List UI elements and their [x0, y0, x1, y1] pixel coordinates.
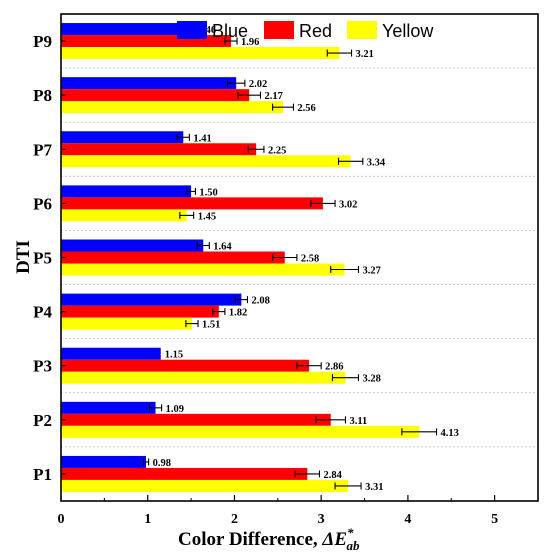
data-label: 2.08	[251, 296, 269, 307]
bar	[61, 455, 146, 468]
y-tick-label: P3	[33, 357, 52, 376]
data-label: 1.45	[198, 211, 216, 222]
x-axis-title-sub: ab	[347, 538, 361, 553]
x-axis-title: Color Difference, ΔE* ab	[178, 525, 360, 553]
bar	[61, 209, 187, 222]
bar	[61, 467, 308, 480]
data-label: 2.56	[297, 103, 315, 114]
data-label: 1.41	[193, 133, 211, 144]
bar	[61, 305, 219, 318]
data-label: 1.50	[199, 187, 217, 198]
x-axis-title-main: Color Difference,	[178, 529, 322, 550]
x-axis-title-e: E	[333, 529, 347, 550]
legend-swatch-blue	[177, 21, 207, 39]
bar	[61, 371, 346, 384]
x-tick-label: 1	[144, 512, 151, 527]
bar	[61, 359, 310, 372]
bar	[61, 413, 331, 426]
bar	[61, 425, 420, 438]
x-tick-label: 2	[231, 512, 238, 527]
data-labels: 0.98 2.84 3.31 1.09 3.11 4.13 1.15 2.86 3.28 2.08…	[153, 25, 459, 493]
x-tick-label: 3	[318, 512, 325, 527]
data-label: 3.02	[339, 199, 357, 210]
data-label: 2.86	[325, 362, 343, 373]
bar	[61, 347, 161, 360]
x-tick-label: 5	[491, 512, 498, 527]
bar	[61, 185, 192, 198]
data-label: 3.27	[362, 266, 380, 277]
data-label: 3.31	[365, 482, 383, 493]
bar	[61, 251, 285, 264]
error-bars	[142, 25, 438, 490]
legend-swatch-red	[264, 21, 294, 39]
x-axis-title-delta: Δ	[321, 529, 334, 550]
bar	[61, 77, 237, 90]
data-label: 1.09	[166, 404, 184, 415]
x-tick-label: 0	[58, 512, 65, 527]
x-axis-title-sup: *	[347, 525, 354, 540]
data-label: 2.25	[268, 145, 286, 156]
data-label: 4.13	[441, 428, 459, 439]
y-tick-label: P1	[33, 465, 52, 484]
legend-label-yellow: Yellow	[382, 21, 434, 41]
data-label: 1.96	[241, 37, 259, 48]
data-label: 3.28	[362, 374, 380, 385]
data-label: 1.15	[165, 350, 183, 361]
bar	[61, 89, 250, 102]
data-label: 2.17	[264, 91, 282, 102]
bar	[61, 239, 204, 252]
y-tick-label: P9	[33, 32, 52, 51]
data-label: 3.34	[367, 157, 386, 168]
data-label: 2.84	[323, 470, 342, 481]
y-axis-title: DTI	[13, 240, 34, 274]
data-label: 2.02	[249, 79, 267, 90]
x-axis-ticks: 0 1 2 3 4 5	[58, 495, 498, 527]
bar	[61, 317, 192, 330]
y-axis-ticks: P1 P2 P3 P4 P5 P6 P7 P8 P9	[33, 32, 66, 484]
y-tick-label: P5	[33, 249, 52, 268]
legend-swatch-yellow	[347, 21, 377, 39]
bar	[61, 263, 345, 276]
bar	[61, 23, 188, 36]
data-label: 2.58	[301, 254, 319, 265]
legend-label-blue: Blue	[212, 21, 248, 41]
bars	[61, 23, 420, 492]
y-tick-label: P4	[33, 303, 52, 322]
y-tick-label: P8	[33, 86, 52, 105]
y-tick-label: P2	[33, 411, 52, 430]
bar	[61, 401, 156, 414]
data-label: 1.82	[229, 308, 247, 319]
y-tick-label: P6	[33, 194, 52, 213]
legend-label-red: Red	[299, 21, 332, 41]
bar	[61, 101, 284, 114]
data-label: 1.64	[213, 242, 232, 253]
data-label: 3.11	[349, 416, 367, 427]
bar	[61, 293, 242, 306]
y-tick-label: P7	[33, 140, 52, 159]
bar	[61, 143, 257, 156]
bar	[61, 155, 351, 168]
data-label: 3.21	[356, 49, 374, 60]
bar	[61, 47, 340, 60]
data-label: 0.98	[153, 458, 171, 469]
data-label: 1.51	[202, 320, 220, 331]
bar	[61, 131, 184, 144]
bar	[61, 197, 323, 210]
bar	[61, 479, 349, 492]
x-tick-label: 4	[404, 512, 411, 527]
legend: Blue Red Yellow	[177, 21, 434, 41]
